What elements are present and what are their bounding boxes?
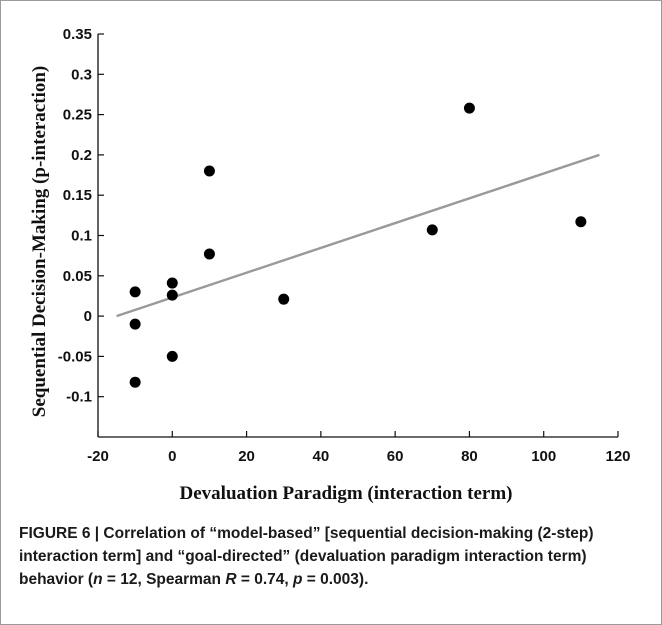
data-point: [463, 102, 475, 114]
x-tick-label: 40: [313, 448, 330, 465]
y-tick-label: 0.2: [71, 147, 92, 164]
x-axis-title: Devaluation Paradigm (interaction term): [180, 483, 513, 504]
data-point: [129, 376, 141, 388]
y-tick-label: 0.15: [63, 187, 92, 204]
x-tick-label: 60: [387, 448, 404, 465]
y-tick-label: 0.25: [63, 107, 92, 124]
data-point: [129, 318, 141, 330]
y-tick-label: 0.3: [71, 66, 92, 83]
scatter-chart: -20 0 20 40 60 80 100 120 0.35 0.3 0.25 0.2 0.15 0.1…: [29, 26, 631, 504]
data-point: [129, 286, 141, 298]
y-tick-label: -0.1: [66, 389, 92, 406]
trend-line: [116, 153, 600, 318]
y-tick-label: 0: [84, 308, 92, 325]
x-tick-label: -20: [87, 448, 109, 465]
x-axis-ticks: -20 0 20 40 60 80 100 120: [87, 431, 631, 465]
caption-text-3: = 0.74,: [236, 571, 293, 588]
data-point: [203, 248, 215, 260]
data-point: [166, 277, 178, 289]
y-axis-title: Sequential Decision-Making (p-interactio…: [29, 66, 50, 418]
y-tick-label: 0.05: [63, 268, 92, 285]
x-tick-label: 100: [531, 448, 556, 465]
x-tick-label: 20: [238, 448, 255, 465]
data-point: [166, 289, 178, 301]
caption-n-symbol: n: [93, 571, 103, 588]
caption-text-1: FIGURE 6 | Correlation of “model-based” …: [19, 525, 594, 588]
x-tick-label: 0: [168, 448, 176, 465]
y-tick-label: -0.05: [58, 348, 92, 365]
y-tick-label: 0.35: [63, 26, 92, 43]
caption-r-symbol: R: [225, 571, 237, 588]
caption-text-4: = 0.003).: [302, 571, 369, 588]
y-axis-ticks: 0.35 0.3 0.25 0.2 0.15 0.1 0.05 0 -0.05 -0.1: [58, 26, 104, 406]
data-point: [426, 224, 438, 236]
data-point: [203, 165, 215, 177]
x-tick-label: 120: [605, 448, 630, 465]
figure-caption: FIGURE 6 | Correlation of “model-based” …: [19, 522, 644, 591]
data-points: [129, 102, 587, 388]
data-point: [166, 350, 178, 362]
data-point: [575, 216, 587, 228]
y-tick-label: 0.1: [71, 228, 92, 245]
data-point: [278, 293, 290, 305]
x-tick-label: 80: [461, 448, 478, 465]
caption-p-symbol: p: [292, 571, 303, 588]
caption-text-2: = 12, Spearman: [102, 571, 226, 588]
